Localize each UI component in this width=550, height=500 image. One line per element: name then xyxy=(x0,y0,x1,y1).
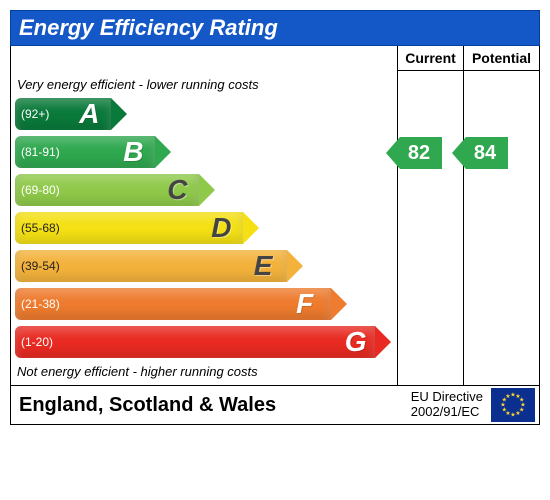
band-range-e: (39-54) xyxy=(15,259,60,273)
band-row-c: (69-80) C xyxy=(15,172,397,208)
band-range-g: (1-20) xyxy=(15,335,53,349)
title-bar: Energy Efficiency Rating xyxy=(10,10,540,46)
caption-bottom: Not energy efficient - higher running co… xyxy=(11,362,397,381)
band-arrowhead-e xyxy=(287,250,303,282)
epc-chart: Current Potential Very energy efficient … xyxy=(10,46,540,425)
column-potential: 84 xyxy=(463,71,539,385)
band-range-c: (69-80) xyxy=(15,183,60,197)
bands-column: Very energy efficient - lower running co… xyxy=(11,71,397,385)
directive-text: EU Directive 2002/91/EC xyxy=(405,388,489,422)
band-row-e: (39-54) E xyxy=(15,248,397,284)
band-arrowhead-g xyxy=(375,326,391,358)
band-bar-g: (1-20) G xyxy=(15,326,375,358)
band-bar-d: (55-68) D xyxy=(15,212,243,244)
band-bar-c: (69-80) C xyxy=(15,174,199,206)
band-letter-d: D xyxy=(211,212,231,244)
band-bar-e: (39-54) E xyxy=(15,250,287,282)
band-range-b: (81-91) xyxy=(15,145,60,159)
eu-star-icon: ★ xyxy=(515,410,520,417)
chevron-left-icon xyxy=(386,137,400,169)
eu-star-icon: ★ xyxy=(505,393,510,400)
band-range-d: (55-68) xyxy=(15,221,60,235)
header-potential: Potential xyxy=(463,46,539,71)
band-arrowhead-f xyxy=(331,288,347,320)
band-letter-c: C xyxy=(167,174,187,206)
directive-line2: 2002/91/EC xyxy=(411,405,483,420)
rating-pointer: 84 xyxy=(452,137,508,169)
band-row-b: (81-91) B xyxy=(15,134,397,170)
band-letter-e: E xyxy=(254,250,273,282)
rating-pointer: 82 xyxy=(386,137,442,169)
chevron-left-icon xyxy=(452,137,466,169)
band-row-a: (92+) A xyxy=(15,96,397,132)
caption-top: Very energy efficient - lower running co… xyxy=(11,75,397,94)
footer: England, Scotland & Wales EU Directive 2… xyxy=(11,385,539,424)
eu-star-icon: ★ xyxy=(510,412,515,419)
band-row-f: (21-38) F xyxy=(15,286,397,322)
band-bar-b: (81-91) B xyxy=(15,136,155,168)
title-text: Energy Efficiency Rating xyxy=(19,15,278,40)
band-range-a: (92+) xyxy=(15,107,49,121)
band-arrowhead-d xyxy=(243,212,259,244)
rating-value: 84 xyxy=(466,137,508,169)
band-row-g: (1-20) G xyxy=(15,324,397,360)
band-arrowhead-c xyxy=(199,174,215,206)
band-letter-g: G xyxy=(345,326,367,358)
band-range-f: (21-38) xyxy=(15,297,60,311)
band-row-d: (55-68) D xyxy=(15,210,397,246)
region-text: England, Scotland & Wales xyxy=(11,388,405,423)
band-letter-f: F xyxy=(296,288,313,320)
band-bar-f: (21-38) F xyxy=(15,288,331,320)
column-current: 82 xyxy=(397,71,463,385)
band-arrowhead-a xyxy=(111,98,127,130)
band-letter-b: B xyxy=(123,136,143,168)
rating-value: 82 xyxy=(400,137,442,169)
eu-flag-icon: ★★★★★★★★★★★★ xyxy=(491,388,535,422)
directive-line1: EU Directive xyxy=(411,390,483,405)
band-arrowhead-b xyxy=(155,136,171,168)
bands-area xyxy=(11,46,397,71)
header-current: Current xyxy=(397,46,463,71)
band-bar-a: (92+) A xyxy=(15,98,111,130)
band-letter-a: A xyxy=(79,98,99,130)
